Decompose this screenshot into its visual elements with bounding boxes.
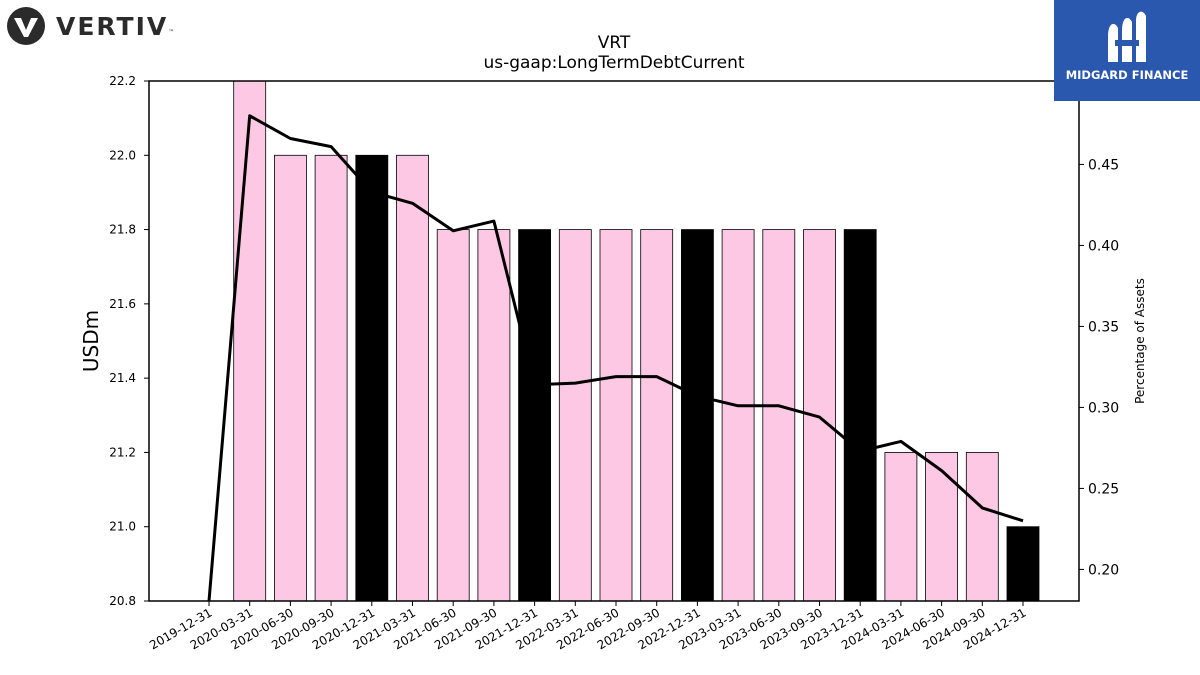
trademark-mark: ™	[168, 29, 175, 36]
bar	[477, 229, 511, 602]
y-tick-label: 21.4	[109, 371, 136, 385]
bar	[843, 229, 877, 602]
y-tick-label: 22.2	[109, 74, 136, 88]
bar	[681, 229, 714, 602]
bar	[273, 154, 307, 602]
chart-subtitle: us-gaap:LongTermDebtCurrent	[483, 53, 744, 73]
y2-tick-label: 0.30	[1088, 400, 1119, 416]
bar	[640, 229, 674, 602]
y2-tick-label: 0.40	[1088, 238, 1119, 254]
y2-tick-label: 0.35	[1088, 319, 1119, 335]
bar	[965, 452, 999, 602]
plot-frame	[148, 80, 1080, 602]
bar	[762, 229, 796, 602]
y2-tick-label: 0.25	[1088, 481, 1119, 497]
chart-title: VRT	[598, 33, 631, 53]
y-tick-label: 21.8	[109, 223, 136, 237]
midgard-mark-icon	[1108, 11, 1146, 62]
bar	[355, 154, 389, 602]
y-tick-label: 21.0	[109, 520, 136, 534]
series-line-percentage-of-assets	[207, 114, 1024, 601]
y-tick-label: 21.6	[109, 297, 136, 311]
bar	[233, 80, 267, 602]
bar	[925, 452, 958, 602]
y-tick-label: 22.0	[109, 148, 136, 162]
bar	[436, 229, 470, 602]
vertiv-wordmark: VERTIV	[56, 11, 169, 41]
bar	[884, 452, 918, 602]
midgard-brand-name: MIDGARD FINANCE	[1065, 68, 1189, 82]
bar	[721, 229, 755, 602]
midgard-finance-logo: MIDGARD FINANCE	[1054, 0, 1200, 101]
bar	[518, 229, 551, 602]
bar	[558, 229, 592, 602]
bar	[599, 229, 633, 602]
y-tick-label: 20.8	[109, 594, 136, 608]
vertiv-chevron-icon	[7, 7, 45, 45]
bar	[396, 154, 429, 602]
y2-tick-label: 0.20	[1088, 562, 1119, 578]
vertiv-logo: VERTIV ™	[6, 4, 174, 48]
bar	[314, 154, 348, 602]
y2-axis-label: Percentage of Assets	[1133, 278, 1147, 404]
bar	[1006, 526, 1040, 602]
y2-tick-label: 0.45	[1088, 157, 1119, 173]
y-tick-label: 21.2	[109, 445, 136, 459]
y-axis-label: USDm	[79, 310, 103, 372]
